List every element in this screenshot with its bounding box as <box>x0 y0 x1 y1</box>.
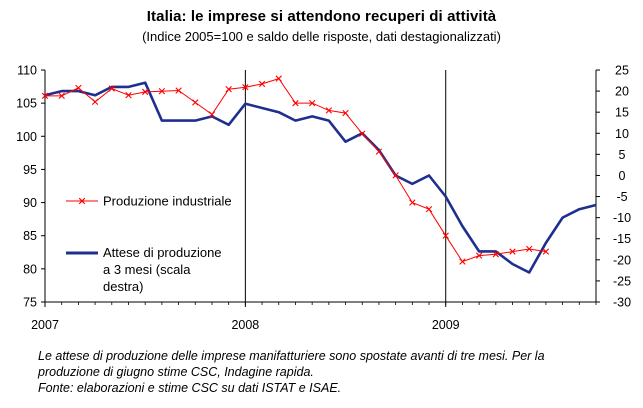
chart-subtitle: (Indice 2005=100 e saldo delle risposte,… <box>142 29 501 44</box>
data-point-produzione <box>292 99 299 107</box>
x-tick-label: 2008 <box>231 318 259 332</box>
right-tick-label: -30 <box>613 296 631 310</box>
data-point-produzione <box>91 98 99 106</box>
data-point-produzione <box>492 251 500 258</box>
left-tick-label: 80 <box>23 262 37 276</box>
right-tick-label: 5 <box>619 148 626 162</box>
data-point-produzione <box>375 148 383 155</box>
legend-label-attese-line: destra) <box>103 279 143 294</box>
right-tick-label: -15 <box>613 232 631 246</box>
right-tick-label: -5 <box>616 190 627 204</box>
data-point-produzione <box>308 99 316 107</box>
data-point-produzione <box>542 248 550 255</box>
data-point-produzione <box>325 107 333 114</box>
x-tick-label: 2007 <box>31 318 59 332</box>
series-line-attese <box>44 81 597 274</box>
right-tick-label: 15 <box>615 106 629 120</box>
right-tick-label: -25 <box>613 274 631 288</box>
data-point-produzione <box>526 245 533 253</box>
data-point-produzione <box>275 75 282 82</box>
data-point-produzione <box>509 248 516 255</box>
right-tick-label: 25 <box>615 64 629 78</box>
left-tick-label: 85 <box>23 229 37 243</box>
left-tick-label: 110 <box>17 64 37 78</box>
data-point-produzione <box>208 111 216 118</box>
x-tick-label: 2009 <box>432 318 460 332</box>
legend-marker-produzione <box>78 197 86 205</box>
data-point-produzione <box>392 172 399 179</box>
data-point-produzione <box>442 232 449 239</box>
chart-title: Italia: le imprese si attendono recuperi… <box>146 8 497 25</box>
data-point-produzione <box>342 109 349 117</box>
data-point-produzione <box>425 206 433 213</box>
data-point-produzione <box>192 99 199 106</box>
data-point-produzione <box>41 92 49 100</box>
left-tick-label: 105 <box>16 97 37 111</box>
data-point-produzione <box>108 85 115 92</box>
legend-label-attese-line: Attese di produzione <box>103 245 222 260</box>
data-point-produzione <box>475 252 483 259</box>
right-tick-label: -20 <box>613 253 631 267</box>
legend-label-attese-line: a 3 mesi (scala <box>103 262 191 277</box>
data-point-produzione <box>158 88 166 95</box>
data-point-produzione <box>75 84 82 92</box>
note-line-2: produzione di giugno stime CSC, Indagine… <box>38 365 314 379</box>
data-point-produzione <box>141 88 149 96</box>
data-point-produzione <box>258 80 266 88</box>
data-point-produzione <box>175 87 182 94</box>
left-tick-label: 90 <box>23 196 37 210</box>
data-point-produzione <box>125 91 132 99</box>
data-point-produzione <box>242 84 249 91</box>
note-line-3: Fonte: elaborazioni e stime CSC su dati … <box>38 381 342 395</box>
data-point-produzione <box>225 86 232 93</box>
legend-label-produzione: Produzione industriale <box>103 194 232 209</box>
right-tick-label: 20 <box>615 85 629 99</box>
left-tick-label: 95 <box>23 163 37 177</box>
left-tick-label: 100 <box>16 130 37 144</box>
chart-svg: 11010510095908580752520151050-5-10-15-20… <box>16 64 631 333</box>
left-tick-label: 75 <box>23 296 37 310</box>
data-point-produzione <box>58 92 65 100</box>
right-tick-label: -10 <box>613 211 631 225</box>
series-line-produzione <box>45 78 546 263</box>
data-point-produzione <box>409 199 416 206</box>
data-point-produzione <box>359 130 366 137</box>
note-line-1: Le attese di produzione delle imprese ma… <box>38 349 545 363</box>
right-tick-label: 10 <box>615 127 629 141</box>
chart-notes: Le attese di produzione delle imprese ma… <box>38 348 638 396</box>
right-tick-label: 0 <box>619 169 626 183</box>
data-point-produzione <box>459 258 466 265</box>
